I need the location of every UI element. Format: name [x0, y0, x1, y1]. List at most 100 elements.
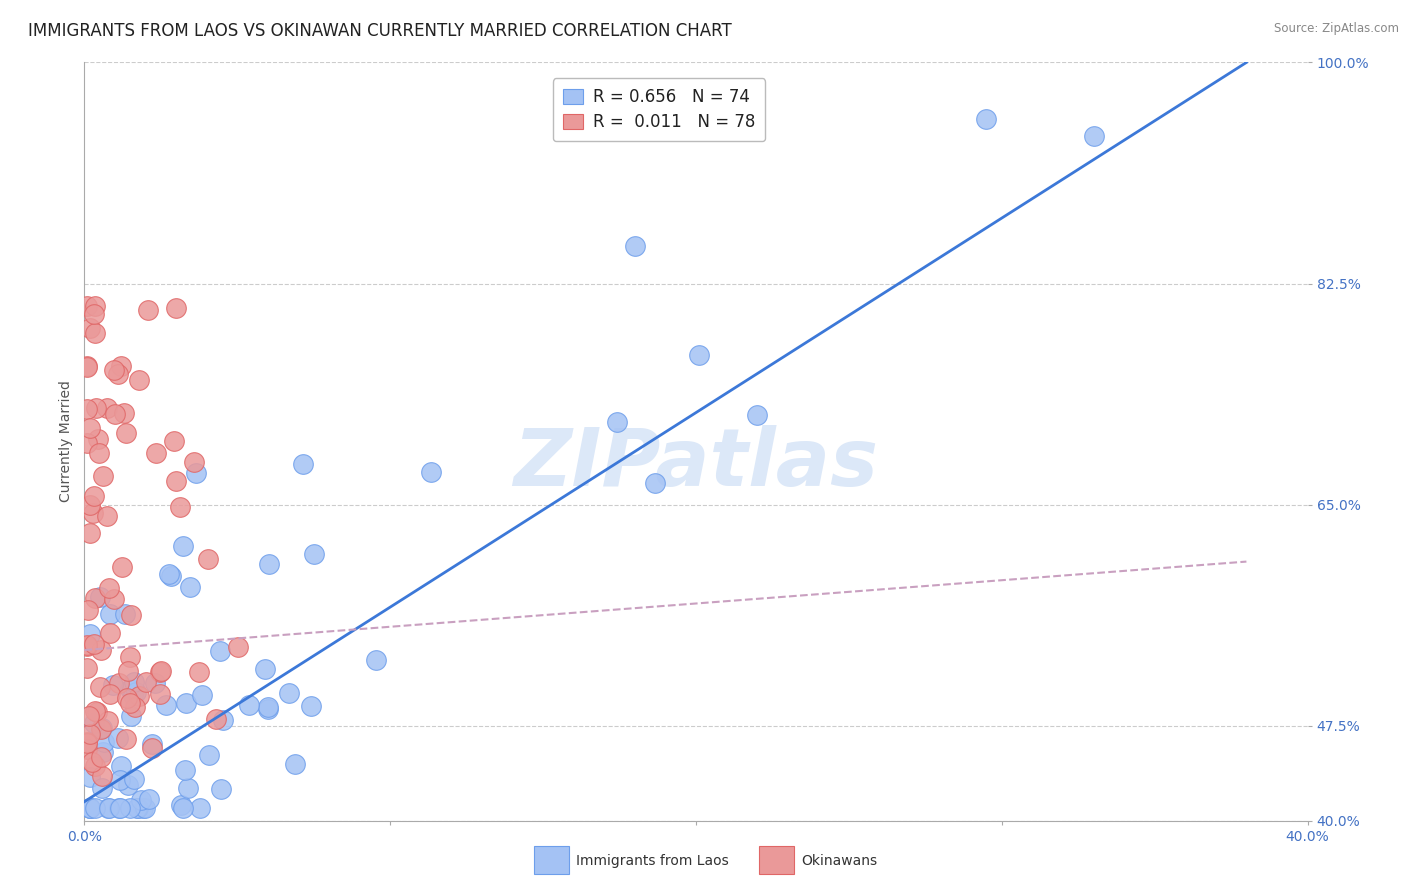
Point — [98, 581, 121, 595]
Point — [135, 675, 157, 690]
Point — [129, 793, 152, 807]
Point — [205, 712, 228, 726]
Point — [108, 773, 131, 788]
Point — [91, 745, 114, 759]
Point — [120, 709, 142, 723]
Point — [97, 714, 120, 729]
Point — [79, 526, 101, 541]
Point — [120, 650, 142, 665]
Point — [299, 699, 322, 714]
Point — [107, 367, 129, 381]
Point — [108, 676, 131, 690]
Point — [76, 638, 98, 652]
Point — [84, 401, 107, 416]
Point — [122, 674, 145, 689]
Point — [96, 401, 118, 415]
Point — [179, 580, 201, 594]
Point — [87, 433, 110, 447]
Point — [96, 508, 118, 523]
Point — [134, 801, 156, 815]
Point — [76, 359, 98, 374]
Point — [128, 689, 150, 703]
Point — [254, 662, 277, 676]
Point — [163, 434, 186, 448]
Point — [197, 552, 219, 566]
Point — [366, 653, 388, 667]
Point — [76, 359, 98, 373]
Point — [77, 603, 100, 617]
Point — [157, 566, 180, 581]
Point — [101, 677, 124, 691]
Point — [98, 801, 121, 815]
Point — [82, 755, 104, 769]
Point — [120, 608, 142, 623]
Point — [118, 696, 141, 710]
Point — [76, 736, 98, 750]
Point — [127, 801, 149, 815]
Point — [98, 625, 121, 640]
Point — [284, 756, 307, 771]
Point — [114, 607, 136, 621]
Point — [187, 665, 209, 679]
Point — [76, 742, 98, 756]
Point — [83, 759, 105, 773]
Point — [108, 801, 131, 815]
Point — [747, 408, 769, 422]
Point — [76, 639, 98, 653]
Point — [976, 112, 998, 127]
Point — [125, 685, 148, 699]
Point — [84, 801, 107, 815]
Text: Source: ZipAtlas.com: Source: ZipAtlas.com — [1274, 22, 1399, 36]
Point — [77, 708, 100, 723]
Point — [115, 691, 138, 706]
Point — [228, 640, 250, 654]
Point — [100, 687, 122, 701]
Point — [89, 680, 111, 694]
Point — [302, 547, 325, 561]
Point — [120, 801, 142, 815]
Point — [141, 740, 163, 755]
Point — [124, 700, 146, 714]
Text: Immigrants from Laos: Immigrants from Laos — [576, 854, 730, 868]
Point — [98, 607, 121, 622]
Point — [172, 539, 194, 553]
Point — [141, 737, 163, 751]
Point — [188, 801, 211, 815]
Point — [149, 665, 172, 680]
Point — [83, 715, 105, 730]
Point — [169, 500, 191, 514]
Point — [1083, 128, 1105, 143]
Point — [257, 557, 280, 571]
Point — [89, 590, 111, 604]
Point — [76, 660, 98, 674]
Point — [165, 301, 187, 315]
Point — [83, 637, 105, 651]
Point — [238, 698, 260, 713]
Point — [145, 446, 167, 460]
Point — [136, 303, 159, 318]
Point — [115, 732, 138, 747]
Point — [84, 591, 107, 606]
Point — [111, 560, 134, 574]
Point — [82, 506, 104, 520]
Point — [186, 467, 208, 481]
Point — [79, 801, 101, 815]
Point — [76, 299, 98, 313]
Point — [79, 727, 101, 741]
Point — [97, 801, 120, 815]
Point — [79, 321, 101, 335]
Point — [160, 569, 183, 583]
Point — [606, 415, 628, 429]
Point — [83, 704, 105, 718]
Point — [90, 722, 112, 736]
Point — [83, 326, 105, 340]
Point — [76, 401, 98, 416]
Point — [90, 721, 112, 735]
Text: ZIPatlas: ZIPatlas — [513, 425, 879, 503]
Point — [93, 735, 115, 749]
Point — [624, 238, 647, 252]
Point — [79, 770, 101, 784]
Point — [165, 474, 187, 488]
Point — [257, 702, 280, 716]
Point — [104, 407, 127, 421]
